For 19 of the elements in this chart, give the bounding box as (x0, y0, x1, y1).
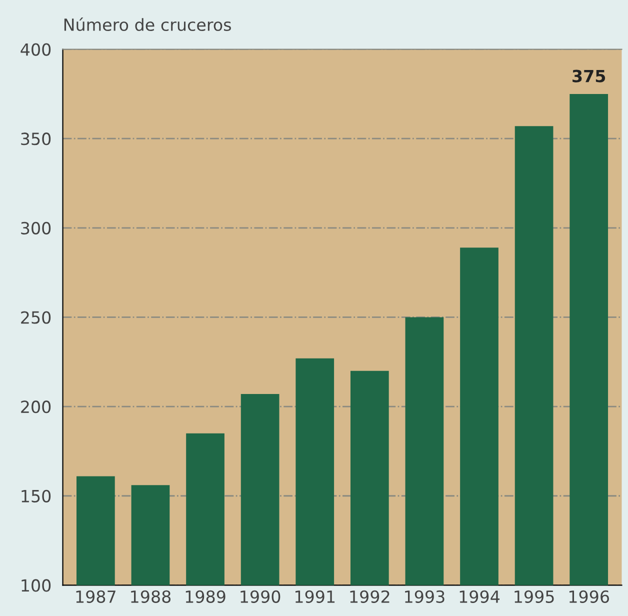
y-tick-label: 300 (21, 222, 51, 234)
y-tick-label: 100 (22, 579, 51, 592)
x-tick-label: 1987 (76, 590, 116, 603)
data-label: 375 (572, 70, 606, 82)
x-tick-label: 1994 (460, 590, 500, 603)
x-tick-label: 1996 (569, 590, 609, 603)
y-tick-label: 400 (20, 43, 51, 56)
y-tick-label: 150 (22, 490, 51, 502)
y-tick-label: 200 (21, 400, 51, 414)
y-axis-title: Número de cruceros (64, 17, 231, 32)
x-tick-label: 1991 (295, 590, 335, 603)
x-tick-label: 1988 (131, 590, 171, 603)
x-tick-label: 1989 (186, 590, 226, 603)
y-tick-label: 350 (21, 132, 51, 146)
x-tick-label: 1993 (405, 590, 444, 603)
x-tick-label: 1990 (240, 590, 280, 603)
x-tick-label: 1995 (514, 590, 554, 603)
x-tick-label: 1992 (350, 590, 390, 603)
y-tick-label: 250 (21, 311, 51, 324)
